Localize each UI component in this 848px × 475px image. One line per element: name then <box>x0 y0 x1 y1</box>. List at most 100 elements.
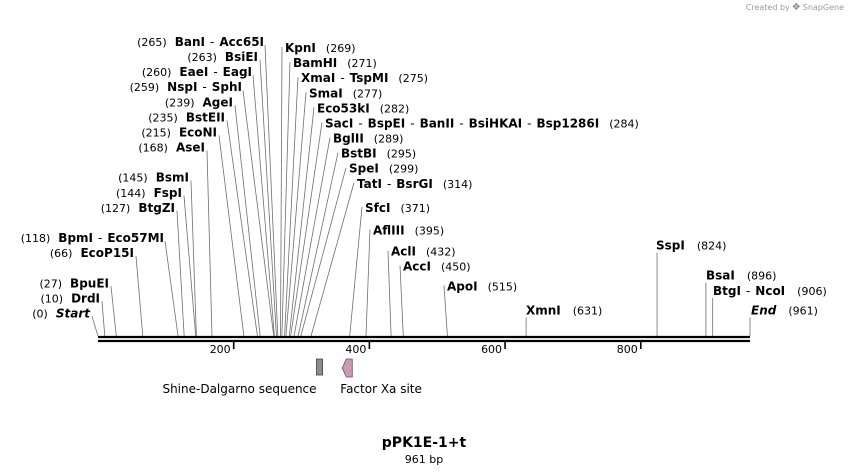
site-spei-leader <box>300 167 347 337</box>
site-xmai-tspmi-name-xmai: XmaI <box>301 71 335 85</box>
site-bsmi-leader <box>190 180 197 337</box>
site-econi-name-econi: EcoNI <box>179 125 217 139</box>
site-bstbi-leader <box>297 152 339 337</box>
site-apoi-leader <box>443 285 448 337</box>
site-nspi-sphi-leader <box>242 90 275 337</box>
site-btgi-ncoi-separator-1: - <box>746 284 750 298</box>
axis-tick-label-600: 600 <box>481 343 502 356</box>
site-bpmi-eco57mi-separator-1: - <box>98 231 102 245</box>
site-bsiei-leader <box>259 60 277 337</box>
site-eaei-eagi-position: (260) <box>142 66 172 79</box>
site-sspi-name-sspi: SspI <box>656 239 685 253</box>
feature-factor-xa-site-arrow <box>341 358 353 378</box>
site-acci-leader <box>399 265 404 337</box>
site-bpuei-leader <box>110 286 117 337</box>
site-bsteii-position: (235) <box>148 111 178 124</box>
site-afliii-position: (395) <box>415 225 445 238</box>
site-start-leader <box>91 316 99 337</box>
site-ecop15i-name-ecop15i: EcoP15I <box>80 246 134 260</box>
site-btgi-ncoi-position: (906) <box>797 285 827 298</box>
axis-tick-label-200: 200 <box>210 343 231 356</box>
site-bamhi-position: (271) <box>347 57 377 70</box>
site-asei-position: (168) <box>138 142 168 155</box>
site-nspi-sphi-position: (259) <box>130 81 160 94</box>
site-kpni-name-kpni: KpnI <box>285 41 316 55</box>
site-bglii-name-bglii: BglII <box>333 132 364 146</box>
site-bstbi-position: (295) <box>387 148 417 161</box>
site-sfci-position: (371) <box>400 202 430 215</box>
site-eaei-eagi-separator-1: - <box>213 65 217 79</box>
site-bpmi-eco57mi-position: (118) <box>21 232 51 245</box>
site-bglii-position: (289) <box>374 133 404 146</box>
site-xmni-position: (631) <box>573 304 603 317</box>
site-bpmi-eco57mi-name-bpmi: BpmI <box>58 231 93 245</box>
feature-factor-xa-site-label: Factor Xa site <box>340 382 422 396</box>
site-apoi-position: (515) <box>488 280 518 293</box>
site-saci-bspei-banii-bsihkai-bsp1286i-name-bsp1286i: Bsp1286I <box>536 116 599 130</box>
site-ecop15i-leader <box>135 256 144 337</box>
site-xmni-name-xmni: XmnI <box>526 303 561 317</box>
site-sfci-name-sfci: SfcI <box>365 201 390 215</box>
site-agei-leader <box>234 105 261 337</box>
sequence-name: pPK1E-1+t <box>381 435 467 451</box>
site-eaei-eagi-name-eaei: EaeI <box>179 65 208 79</box>
site-afliii-leader <box>365 229 371 337</box>
site-end-name-end: End <box>751 303 777 317</box>
site-bsteii-name-bsteii: BstEII <box>186 110 225 124</box>
site-saci-bspei-banii-bsihkai-bsp1286i-name-bsihkai: BsiHKAI <box>469 116 523 130</box>
site-saci-bspei-banii-bsihkai-bsp1286i-separator-3: - <box>459 116 463 130</box>
site-saci-bspei-banii-bsihkai-bsp1286i-name-saci: SacI <box>325 116 353 130</box>
site-bstbi-name-bstbi: BstBI <box>341 147 377 161</box>
site-agei-position: (239) <box>165 96 195 109</box>
site-eaei-eagi-leader <box>252 75 275 337</box>
site-acci-position: (450) <box>441 261 471 274</box>
site-bpmi-eco57mi-leader <box>164 240 179 337</box>
site-afliii-name-afliii: AflIII <box>373 224 405 238</box>
site-drdi-position: (10) <box>40 292 63 305</box>
site-acci-name-acci: AccI <box>403 260 431 274</box>
site-bsmi-name-bsmi: BsmI <box>156 171 189 185</box>
site-spei-name-spei: SpeI <box>349 162 379 176</box>
site-bani-acc65i-leader <box>264 44 279 337</box>
snapgene-brand-text: SnapGene <box>802 3 844 12</box>
site-smai-leader <box>285 92 307 337</box>
site-saci-bspei-banii-bsihkai-bsp1286i-separator-2: - <box>410 116 414 130</box>
site-start-position: (0) <box>32 307 48 320</box>
site-econi-position: (215) <box>141 126 171 139</box>
axis-tick-label-400: 400 <box>345 343 366 356</box>
site-bani-acc65i-name-bani: BanI <box>175 35 205 49</box>
site-tati-bsrgi-position: (314) <box>443 178 473 191</box>
site-eco53ki-leader <box>288 107 315 337</box>
site-eco53ki-name-eco53ki: Eco53kI <box>317 101 370 115</box>
site-bsai-position: (896) <box>747 270 777 283</box>
site-nspi-sphi-name-sphi: SphI <box>212 80 242 94</box>
site-bani-acc65i-position: (265) <box>137 36 167 49</box>
site-smai-position: (277) <box>353 87 383 100</box>
site-xmai-tspmi-separator-1: - <box>340 71 344 85</box>
site-btgzi-name-btgzi: BtgZI <box>138 201 175 215</box>
site-bpuei-name-bpuei: BpuEI <box>70 276 109 290</box>
site-xmai-tspmi-name-tspmi: TspMI <box>350 71 389 85</box>
site-acli-position: (432) <box>426 246 456 259</box>
site-saci-bspei-banii-bsihkai-bsp1286i-position: (284) <box>609 117 639 130</box>
site-bamhi-name-bamhi: BamHI <box>293 56 337 70</box>
site-bani-acc65i-name-acc65i: Acc65I <box>219 35 264 49</box>
site-sspi-position: (824) <box>697 240 727 253</box>
site-start-name-start: Start <box>56 306 91 320</box>
site-tati-bsrgi-name-tati: TatI <box>357 177 382 191</box>
axis-tick-label-800: 800 <box>617 343 638 356</box>
site-nspi-sphi-name-nspi: NspI <box>167 80 197 94</box>
site-tati-bsrgi-name-bsrgi: BsrGI <box>396 177 433 191</box>
site-saci-bspei-banii-bsihkai-bsp1286i-separator-4: - <box>527 116 531 130</box>
site-xmai-tspmi-leader <box>284 77 299 337</box>
site-nspi-sphi-separator-1: - <box>202 80 206 94</box>
site-apoi-name-apoi: ApoI <box>447 279 478 293</box>
site-agei-name-agei: AgeI <box>203 95 233 109</box>
feature-shine-dalgarno-sequence-label: Shine-Dalgarno sequence <box>162 382 316 396</box>
site-drdi-name-drdi: DrdI <box>71 291 100 305</box>
site-eco53ki-position: (282) <box>380 102 410 115</box>
site-saci-bspei-banii-bsihkai-bsp1286i-leader <box>290 122 323 337</box>
site-tati-bsrgi-leader <box>310 182 355 337</box>
site-saci-bspei-banii-bsihkai-bsp1286i-name-bspei: BspEI <box>368 116 406 130</box>
